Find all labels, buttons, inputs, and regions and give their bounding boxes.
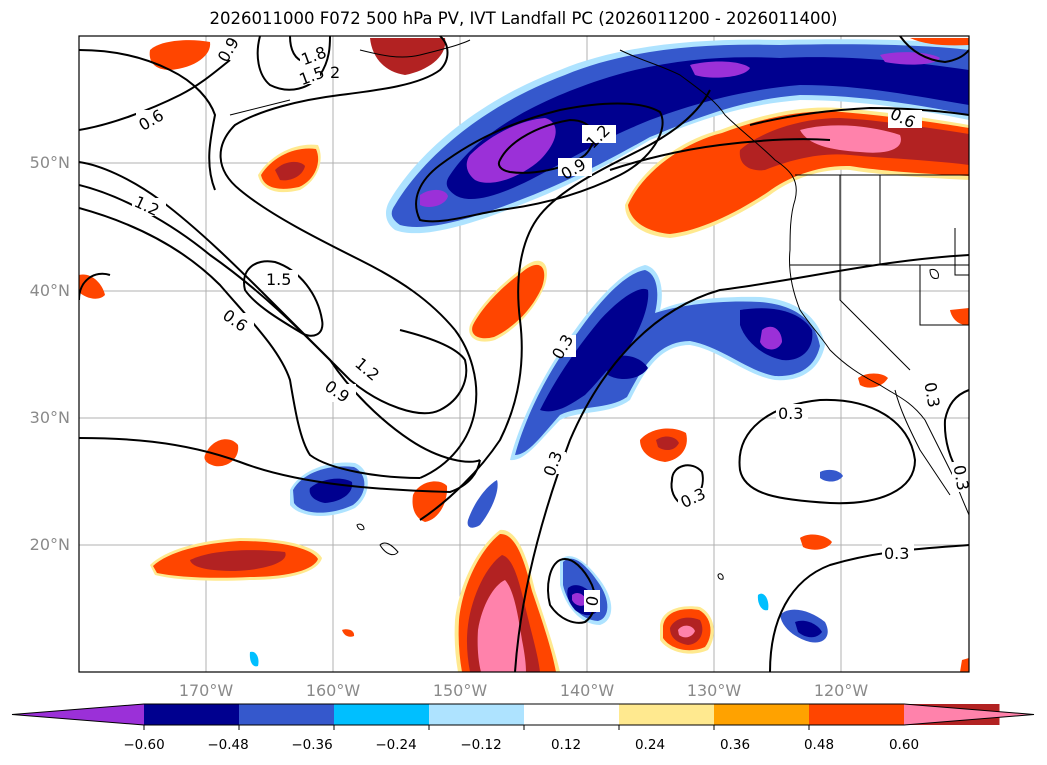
colorbar-tick-label: 0.60	[888, 737, 920, 753]
colorbar-cell	[524, 704, 620, 725]
colorbar-tick-label: 0.24	[634, 737, 666, 753]
lat-tick-label: 30°N	[29, 408, 70, 427]
contour-label: 0.3	[884, 544, 909, 563]
colorbar-cell	[429, 704, 525, 725]
colorbar-tick-label: −0.36	[291, 737, 333, 753]
lat-tick-label: 20°N	[29, 535, 70, 554]
lon-tick-label: 140°W	[559, 681, 615, 700]
lon-tick-label: 130°W	[686, 681, 742, 700]
contour-labels: 1.8 1.5 2 0.9 0.6 1.2 1.5 0.6 1.2 0.9 1.…	[131, 36, 973, 612]
lat-tick-label: 50°N	[29, 153, 70, 172]
colorbar-tick-label: −0.24	[375, 737, 417, 753]
lon-tick-label: 120°W	[813, 681, 869, 700]
colorbar-tick-label: 0.36	[719, 737, 751, 753]
colorbar-tick-label: −0.60	[123, 737, 165, 753]
negative-shading	[249, 39, 969, 667]
colorbar-cell	[809, 704, 905, 725]
lon-tick-label: 160°W	[305, 681, 361, 700]
lon-tick-label: 170°W	[178, 681, 234, 700]
contour-label: 0	[582, 594, 602, 607]
colorbar-cell	[144, 704, 240, 725]
colorbar-tick-label: −0.48	[207, 737, 249, 753]
colorbar-cell	[714, 704, 810, 725]
contour-label: 1.5	[266, 270, 291, 289]
colorbar-cells	[11, 703, 1035, 730]
colorbar-cell	[334, 704, 430, 725]
colorbar-tick-label: −0.12	[460, 737, 502, 753]
colorbar-extend-max	[904, 704, 1034, 725]
lat-tick-label: 40°N	[29, 281, 70, 300]
contour-label: 0.3	[950, 464, 973, 492]
colorbar-tick-label: 0.12	[550, 737, 582, 753]
contour-label: 0.3	[920, 381, 943, 409]
contour-label: 2	[330, 63, 340, 82]
colorbar-cell	[619, 704, 715, 725]
positive-shading	[79, 38, 969, 672]
pv-contour-0.3-ring	[738, 398, 917, 505]
colorbar-extend-min	[12, 704, 144, 725]
lon-tick-label: 150°W	[432, 681, 488, 700]
contour-label: 0.3	[778, 404, 803, 423]
map-frame	[78, 35, 970, 673]
colorbar-cell	[239, 704, 335, 725]
colorbar-tick-label: 0.48	[803, 737, 835, 753]
coastlines	[229, 39, 969, 580]
figure-title: 2026011000 F072 500 hPa PV, IVT Landfall…	[209, 9, 838, 28]
pv-contour-0.3-east	[514, 254, 969, 672]
